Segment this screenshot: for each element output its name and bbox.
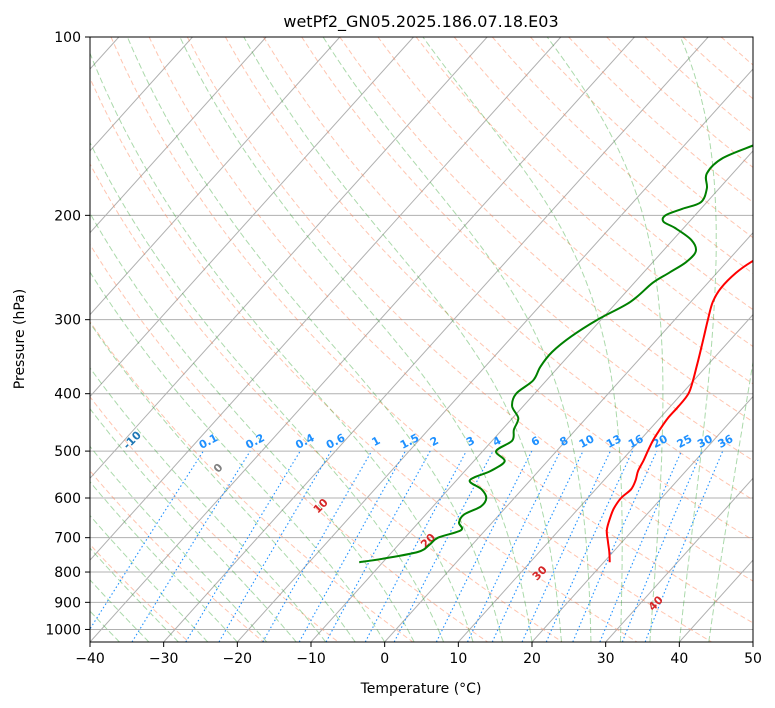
x-axis-label: Temperature (°C) (360, 681, 482, 697)
moist-adiabat (90, 51, 474, 642)
x-tick-label: −30 (149, 651, 179, 667)
moist-adiabat (678, 37, 717, 642)
moist-adiabat (90, 212, 415, 642)
x-tick-label: 20 (523, 651, 541, 667)
moist-adiabat (90, 579, 150, 642)
mixing-ratio-label: 13 (604, 432, 624, 451)
dry-adiabat (90, 76, 638, 642)
moist-adiabat (90, 271, 386, 642)
dry-adiabat (148, 37, 753, 624)
grid-layer (90, 37, 753, 642)
dry-adiabat (110, 37, 712, 642)
isotherm (457, 313, 753, 642)
x-axis-ticks: −40 −30 −20 −10 0 10 20 30 40 50 (75, 642, 762, 667)
y-tick-label: 300 (54, 313, 81, 329)
y-tick-label: 400 (54, 387, 81, 403)
mixing-ratio-line (621, 450, 703, 642)
isotherm (90, 37, 267, 234)
mixing-ratio-line (364, 450, 467, 642)
mixing-ratio-line (572, 450, 658, 642)
x-tick-label: −40 (75, 651, 105, 667)
mixing-ratio-line (90, 450, 204, 630)
isotherm (90, 37, 488, 480)
series-layer (359, 144, 753, 564)
mixing-ratio-label: 30 (695, 432, 715, 451)
moist-adiabat (708, 359, 753, 642)
mixing-ratio-line (644, 450, 724, 642)
dewpoint-profile (359, 144, 753, 564)
moist-adiabat (126, 37, 503, 642)
temperature-profile (605, 259, 753, 563)
moist-adiabat (90, 322, 356, 642)
mixing-ratio-layer: 0.1 0.2 0.4 0.6 1 1.5 2 3 4 6 8 10 13 16 20 25 30 36 (90, 431, 736, 642)
moist-adiabat-layer (90, 37, 753, 642)
mixing-ratio-label: 25 (675, 432, 695, 451)
x-tick-label: 50 (744, 651, 762, 667)
isotherm (90, 37, 635, 642)
x-tick-label: 0 (380, 651, 389, 667)
x-tick-label: 30 (597, 651, 615, 667)
x-tick-label: −20 (223, 651, 253, 667)
moist-adiabat (322, 37, 592, 642)
y-tick-label: 200 (54, 208, 81, 224)
dry-adiabat (90, 243, 488, 642)
mixing-ratio-line (298, 450, 406, 642)
chart-title: wetPf2_GN05.2025.186.07.18.E03 (283, 12, 558, 32)
y-tick-label: 600 (54, 491, 81, 507)
mixing-ratio-line (599, 450, 682, 642)
isotherm (163, 37, 709, 642)
moist-adiabat (90, 141, 445, 642)
isotherm (90, 37, 193, 152)
moist-adiabat (179, 37, 533, 642)
y-tick-label: 800 (54, 565, 81, 581)
isotherm (531, 395, 753, 642)
moist-adiabat (90, 514, 209, 642)
isotherm (90, 37, 562, 561)
isotherm (384, 231, 753, 642)
isotherm (236, 68, 753, 642)
moist-adiabat (422, 37, 623, 642)
dry-adiabat (377, 37, 753, 385)
isotherm (90, 37, 414, 398)
dry-adiabat (301, 37, 753, 462)
y-axis-ticks: 100 200 300 400 500 600 700 800 900 1000 (45, 30, 90, 638)
dry-adiabat (339, 37, 753, 423)
mixing-ratio-line (435, 450, 533, 642)
y-axis-label: Pressure (hPa) (12, 289, 28, 389)
mixing-ratio-line (325, 450, 431, 642)
moist-adiabat (90, 445, 268, 642)
moist-adiabat (90, 547, 179, 642)
mixing-ratio-label: 16 (626, 432, 646, 451)
adiabat-layer (90, 37, 753, 642)
y-tick-label: 700 (54, 531, 81, 547)
y-tick-label: 1000 (45, 622, 81, 638)
dry-adiabat (90, 470, 264, 642)
dry-adiabat (90, 543, 190, 642)
y-tick-label: 500 (54, 444, 81, 460)
dry-adiabat (263, 37, 753, 501)
x-tick-label: 40 (670, 651, 688, 667)
isotherm (605, 477, 753, 642)
plot-area: 0.1 0.2 0.4 0.6 1 1.5 2 3 4 6 8 10 13 16 20 25 30 36 -100… (90, 37, 753, 642)
moist-adiabat (90, 407, 297, 642)
x-tick-label: 10 (449, 651, 467, 667)
mixing-ratio-line (131, 450, 251, 642)
moist-adiabat (90, 367, 327, 642)
mixing-ratio-label: 10 (577, 432, 597, 451)
plot-frame (89, 36, 754, 643)
mixing-ratio-line (545, 450, 633, 642)
y-tick-label: 100 (54, 30, 81, 46)
dry-adiabat (90, 320, 414, 642)
dry-adiabat (415, 37, 753, 348)
moist-adiabat (243, 37, 562, 642)
moist-adiabat (90, 481, 238, 642)
isotherm (90, 37, 341, 316)
x-tick-label: −10 (296, 651, 326, 667)
mixing-ratio-label: 36 (716, 432, 736, 451)
isotherm (310, 150, 753, 642)
y-tick-label: 900 (54, 595, 81, 611)
